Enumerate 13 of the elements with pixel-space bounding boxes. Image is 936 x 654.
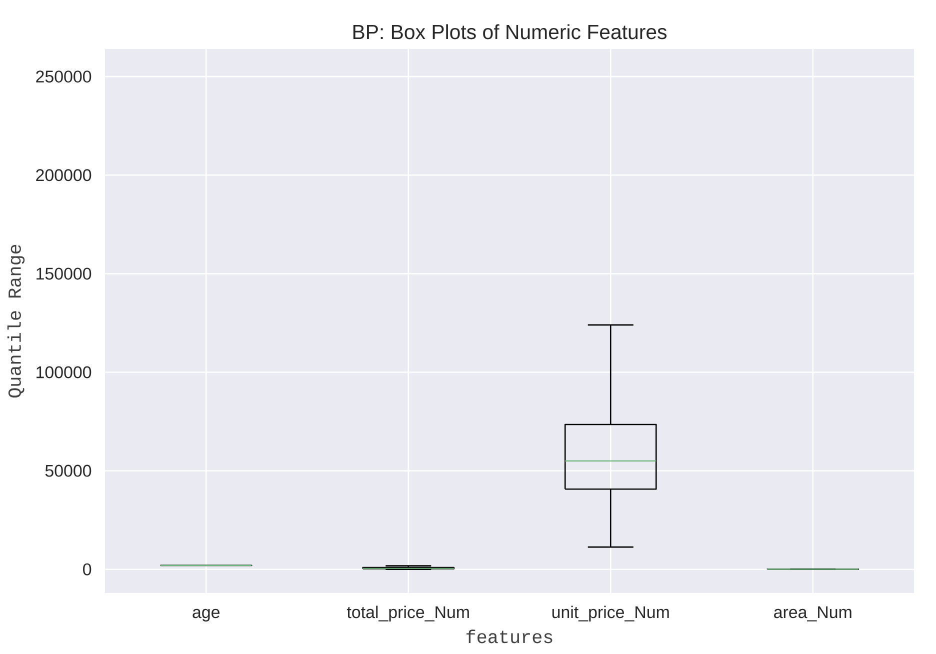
x-tick-label: unit_price_Num — [552, 606, 669, 622]
x-tick-label: age — [192, 608, 220, 622]
y-tick-label: 200000 — [36, 169, 92, 182]
x-tick-label: total_price_Num — [346, 606, 469, 622]
y-tick-label: 50000 — [45, 464, 92, 477]
y-axis-title: Quantile Range — [7, 244, 25, 398]
y-tick-label: 100000 — [36, 366, 92, 378]
y-tick-label: 0 — [83, 563, 92, 576]
y-tick-label: 250000 — [36, 70, 92, 83]
chart-title: BP: Box Plots of Numeric Features — [353, 24, 667, 40]
x-tick-label: area_Num — [774, 606, 852, 622]
x-axis-title: features — [466, 630, 552, 644]
y-tick-label: 150000 — [36, 268, 92, 280]
